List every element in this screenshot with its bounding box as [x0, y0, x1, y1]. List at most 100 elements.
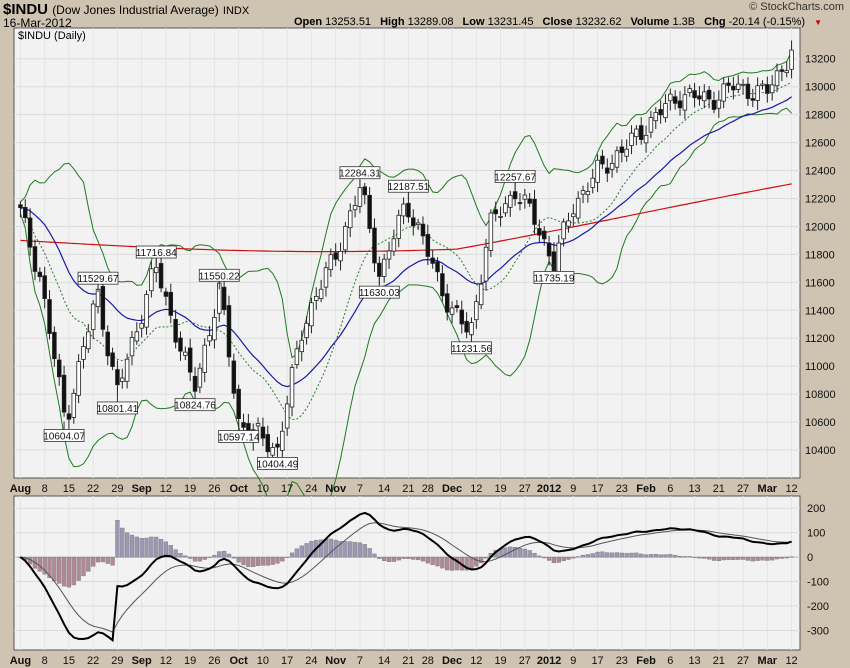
x-tick-label: 9	[570, 655, 576, 667]
candle-down	[430, 257, 435, 264]
candle-down	[532, 198, 537, 225]
x-tick-label: 21	[402, 483, 414, 495]
candle-up	[270, 447, 275, 456]
x-tick-label: 9	[570, 483, 576, 495]
candle-down	[697, 95, 702, 100]
histogram-bar	[372, 553, 377, 558]
candle-down	[192, 375, 198, 392]
candle-down	[275, 443, 280, 448]
candle-up	[735, 83, 741, 90]
copyright: © StockCharts.com	[749, 1, 844, 13]
histogram-bar	[212, 554, 217, 558]
candle-down	[260, 426, 266, 439]
x-tick-label: Feb	[636, 655, 656, 667]
price-tick-label: 10800	[805, 389, 836, 401]
x-tick-label: 13	[688, 655, 700, 667]
candle-up	[469, 322, 474, 336]
annotation-label: 11529.67	[78, 274, 119, 285]
histogram-bar	[721, 556, 726, 561]
candle-up	[575, 197, 581, 219]
histogram-bar	[377, 556, 382, 559]
candle-up	[183, 351, 188, 356]
quote-label: Open	[294, 16, 326, 28]
candle-down	[27, 217, 33, 248]
histogram-bar	[590, 553, 595, 558]
candle-down	[178, 337, 183, 352]
candle-down	[187, 347, 193, 373]
histogram-bar	[406, 556, 411, 559]
histogram-bar	[386, 556, 392, 562]
candle-up	[648, 117, 654, 133]
histogram-bar	[144, 537, 149, 558]
x-tick-label: 15	[63, 483, 75, 495]
bollinger-lower	[19, 107, 792, 516]
candle-down	[464, 320, 469, 333]
candle-down	[110, 352, 115, 367]
candle-down	[377, 262, 382, 277]
candle-up	[663, 103, 668, 119]
histogram-bar	[197, 556, 203, 562]
candle-down	[765, 84, 770, 94]
x-tick-label: 13	[688, 483, 700, 495]
candle-down	[517, 202, 523, 204]
x-tick-label: 21	[713, 483, 725, 495]
candle-up	[508, 194, 513, 208]
candle-up	[760, 83, 765, 86]
histogram-bar	[382, 556, 387, 561]
annotation-box	[257, 457, 298, 470]
candle-up	[483, 246, 489, 282]
annotation-label: 11630.03	[359, 288, 400, 299]
price-tick-label: 12400	[805, 166, 836, 178]
candle-up	[124, 358, 130, 382]
histogram-bar	[784, 556, 789, 559]
candle-up	[81, 346, 86, 360]
histogram-bar	[445, 556, 450, 571]
price-y-axis-labels: 10400 10600 10800 11000 11200 11400 11600 11800…	[805, 54, 836, 457]
histogram-bar	[285, 556, 290, 558]
histogram-bar	[251, 556, 256, 567]
candle-up	[624, 148, 629, 157]
price-tick-label: 13200	[805, 54, 836, 66]
histogram-bar	[711, 556, 717, 561]
candle-down	[425, 234, 431, 257]
candle-up	[571, 213, 576, 218]
histogram-bar	[415, 556, 421, 561]
histogram-bar	[323, 539, 329, 558]
index-name: (Dow Jones Industrial Average)	[52, 3, 219, 17]
candle-up	[740, 83, 746, 86]
histogram-bar	[765, 556, 770, 561]
histogram-bar	[537, 555, 542, 558]
candle-down	[454, 305, 460, 308]
candle-up	[207, 335, 212, 342]
x-tick-label: 29	[111, 655, 123, 667]
macd-panel-bg	[13, 495, 801, 651]
candle-down	[706, 89, 712, 100]
candle-up	[71, 392, 77, 418]
candle-up	[682, 94, 688, 111]
candle-down	[265, 434, 271, 453]
x-tick-label: 19	[184, 483, 196, 495]
candle-up	[309, 302, 314, 327]
x-tick-label: Sep	[132, 655, 152, 667]
candle-down	[493, 209, 498, 215]
x-tick-label: Aug	[10, 483, 31, 495]
histogram-bar	[318, 539, 324, 558]
histogram-bar	[425, 556, 430, 564]
candle-up	[687, 88, 692, 93]
histogram-bar	[294, 548, 300, 558]
candle-down	[173, 319, 178, 343]
histogram-bar	[566, 556, 571, 560]
candle-up	[86, 331, 91, 350]
histogram-bar	[609, 552, 615, 558]
candle-up	[556, 242, 562, 276]
chart-date: 16-Mar-2012	[3, 16, 72, 30]
candle-down	[372, 227, 377, 264]
histogram-bar	[236, 556, 241, 563]
candle-up	[629, 132, 634, 146]
histogram-bar	[454, 556, 460, 571]
candle-up	[299, 339, 304, 353]
histogram-bar	[192, 556, 198, 562]
macd-x-axis-labels: Aug 8 15 22 29 Sep 12 19 26 Oct 10 17 24 Nov 7 14 21 28 De…	[10, 655, 798, 667]
candle-down	[605, 167, 610, 174]
quote-value: -20.14 (-0.15%)	[728, 16, 809, 28]
